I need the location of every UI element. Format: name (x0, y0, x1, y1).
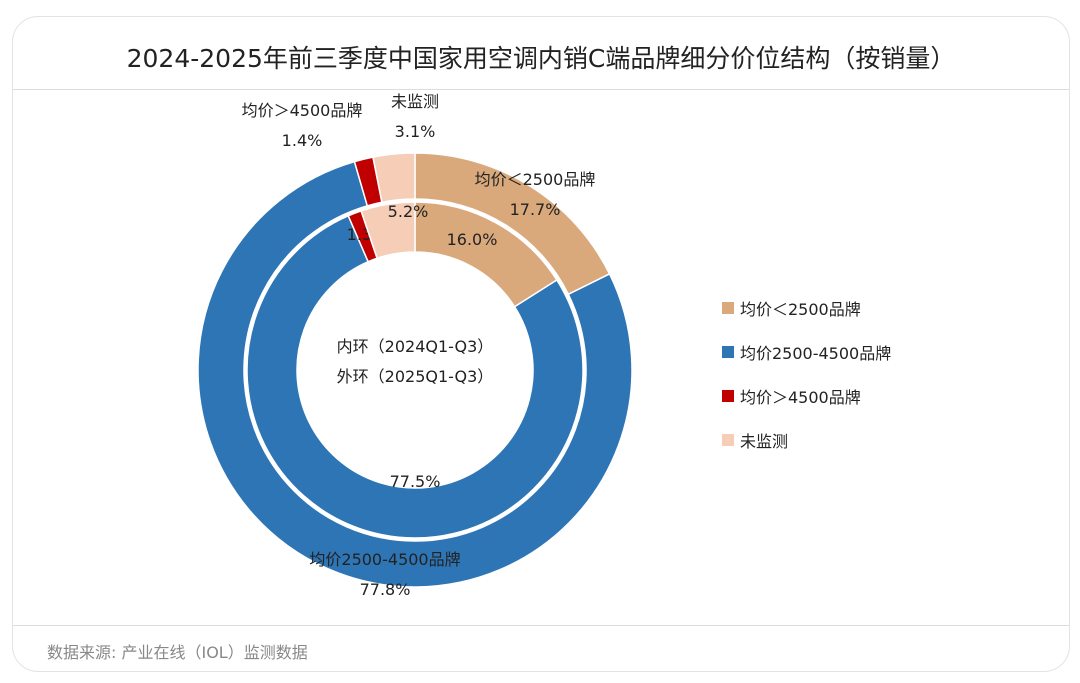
inner-value-label: 16.0% (447, 230, 498, 249)
outer-value-label: 77.8% (360, 580, 411, 599)
title-divider (13, 89, 1069, 90)
inner-ring-slice-1 (246, 214, 584, 539)
legend-item: 均价＜2500品牌 (722, 286, 891, 330)
legend-item: 均价2500-4500品牌 (722, 330, 891, 374)
legend-swatch (722, 390, 734, 402)
legend-swatch (722, 434, 734, 446)
outer-value-label: 3.1% (395, 122, 436, 141)
inner-ring-slice-3 (360, 201, 416, 260)
footer-divider (13, 625, 1069, 626)
legend-label: 均价＞4500品牌 (740, 388, 861, 407)
outer-category-label: 未监测 (391, 92, 439, 111)
chart-title: 2024-2025年前三季度中国家用空调内销C端品牌细分价位结构（按销量） (126, 44, 956, 73)
legend-swatch (722, 346, 734, 358)
legend-label: 均价＜2500品牌 (740, 300, 861, 319)
outer-category-label: 均价2500-4500品牌 (309, 550, 460, 569)
outer-ring-slice-1 (197, 160, 633, 588)
legend-item: 均价＞4500品牌 (722, 374, 891, 418)
legend: 均价＜2500品牌均价2500-4500品牌 均价＞4500品牌 未监测 (722, 286, 891, 462)
legend-item: 未监测 (722, 418, 891, 462)
outer-ring-slice-3 (372, 152, 416, 204)
legend-label: 未监测 (740, 432, 789, 451)
center-ring-note: 内环（2024Q1-Q3） (337, 337, 494, 356)
source-note: 数据来源: 产业在线（IOL）监测数据 (47, 643, 308, 662)
outer-value-label: 1.4% (282, 131, 323, 150)
outer-category-label: 均价＜2500品牌 (475, 170, 596, 189)
legend-swatch (722, 302, 734, 314)
outer-value-label: 17.7% (510, 200, 561, 219)
inner-value-label: 5.2% (388, 202, 429, 221)
inner-value-label: 77.5% (390, 472, 441, 491)
legend-label: 均价2500-4500品牌 (740, 344, 892, 363)
outer-category-label: 均价＞4500品牌 (242, 101, 363, 120)
center-ring-note: 外环（2025Q1-Q3） (337, 367, 494, 386)
